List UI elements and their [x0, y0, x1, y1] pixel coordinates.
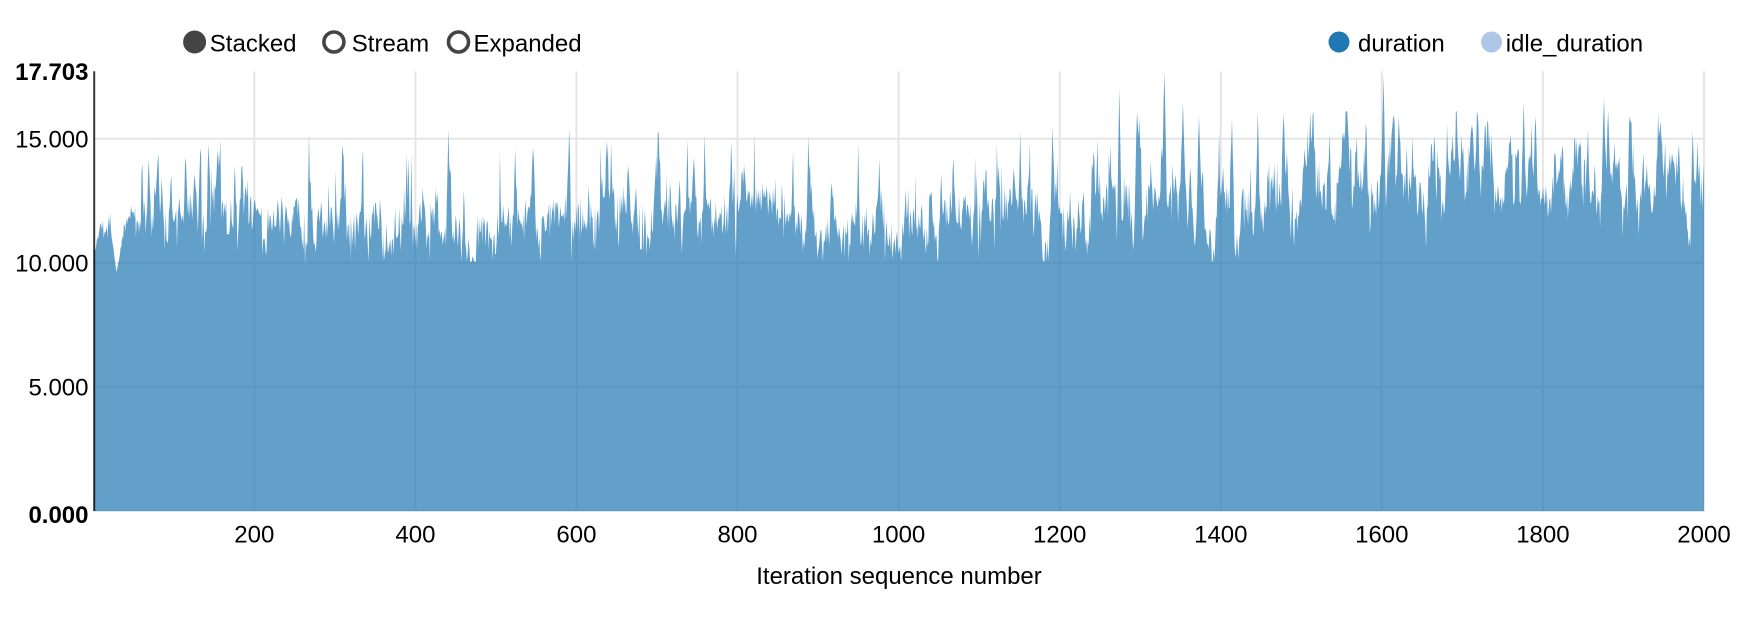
- svg-text:400: 400: [395, 522, 435, 549]
- svg-text:15.000: 15.000: [15, 126, 88, 153]
- svg-text:800: 800: [717, 522, 757, 549]
- svg-text:600: 600: [556, 522, 596, 549]
- svg-text:2000: 2000: [1677, 522, 1730, 549]
- svg-text:Expanded: Expanded: [474, 30, 582, 57]
- svg-text:Stacked: Stacked: [210, 30, 297, 57]
- svg-text:17.703: 17.703: [15, 59, 88, 86]
- svg-text:1000: 1000: [872, 522, 925, 549]
- svg-text:duration: duration: [1358, 30, 1445, 57]
- svg-text:idle_duration: idle_duration: [1506, 30, 1643, 57]
- svg-text:1800: 1800: [1516, 522, 1569, 549]
- svg-text:0.000: 0.000: [28, 502, 88, 529]
- svg-text:Iteration sequence number: Iteration sequence number: [756, 563, 1042, 590]
- svg-text:Stream: Stream: [352, 30, 429, 57]
- svg-text:1600: 1600: [1355, 522, 1408, 549]
- svg-text:5.000: 5.000: [28, 375, 88, 402]
- svg-text:200: 200: [234, 522, 274, 549]
- svg-text:1400: 1400: [1194, 522, 1247, 549]
- svg-text:1200: 1200: [1033, 522, 1086, 549]
- svg-text:10.000: 10.000: [15, 250, 88, 277]
